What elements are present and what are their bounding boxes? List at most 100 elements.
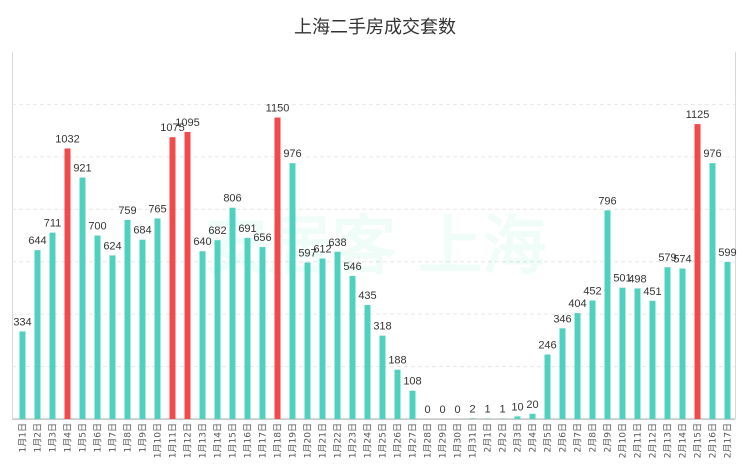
bar — [49, 232, 56, 419]
x-tick-label: 1月21日 — [318, 423, 329, 458]
bar — [244, 237, 251, 419]
x-tick-label: 1月22日 — [333, 423, 344, 458]
data-label: 1150 — [266, 103, 290, 115]
x-tick-label: 2月9日 — [603, 423, 614, 452]
bar — [619, 287, 626, 419]
data-label: 10 — [511, 401, 523, 413]
data-label: 976 — [703, 148, 721, 160]
bar — [649, 300, 656, 419]
x-tick-label: 1月25日 — [378, 423, 389, 458]
x-tick-label: 2月14日 — [678, 423, 689, 458]
data-label: 404 — [568, 298, 586, 310]
x-tick-label: 2月16日 — [708, 423, 719, 458]
data-label: 452 — [583, 286, 601, 298]
bar — [274, 117, 281, 420]
x-tick-label: 1月26日 — [393, 423, 404, 458]
data-label: 0 — [439, 404, 445, 416]
data-label: 700 — [88, 221, 106, 233]
x-tick-label: 2月8日 — [588, 423, 599, 452]
x-tick-label: 1月2日 — [33, 423, 44, 452]
data-label: 691 — [238, 223, 256, 235]
x-tick-label: 2月13日 — [663, 423, 674, 458]
bar — [559, 328, 566, 419]
data-label: 20 — [526, 399, 538, 411]
bar — [409, 390, 416, 419]
bar — [289, 163, 296, 419]
bar — [94, 235, 101, 419]
bar — [259, 247, 266, 419]
x-tick-label: 2月5日 — [543, 423, 554, 452]
data-label: 0 — [454, 404, 460, 416]
data-label: 921 — [73, 163, 91, 175]
x-tick-label: 2月11日 — [633, 423, 644, 458]
bar — [364, 304, 371, 419]
data-label: 574 — [673, 254, 691, 266]
bar — [574, 313, 581, 419]
x-tick-label: 1月6日 — [93, 423, 104, 452]
data-label: 599 — [718, 247, 736, 259]
bar — [19, 331, 26, 419]
data-label: 546 — [343, 261, 361, 273]
data-label: 711 — [44, 218, 62, 230]
bar — [64, 148, 71, 419]
data-label: 1095 — [175, 117, 199, 129]
data-label: 656 — [253, 232, 271, 244]
x-tick-label: 2月17日 — [723, 423, 734, 458]
data-label: 612 — [313, 244, 331, 256]
bar — [184, 131, 191, 420]
x-tick-label: 1月15日 — [228, 423, 239, 458]
bar — [79, 177, 86, 419]
x-tick-label: 1月19日 — [288, 423, 299, 458]
data-label: 435 — [358, 290, 376, 302]
bar — [319, 258, 326, 419]
x-tick-label: 1月18日 — [273, 423, 284, 458]
data-label: 318 — [373, 321, 391, 333]
bar — [604, 210, 611, 419]
x-tick-label: 1月24日 — [363, 423, 374, 458]
data-label: 498 — [628, 273, 646, 285]
bar — [199, 251, 206, 419]
x-tick-label: 2月3日 — [513, 423, 524, 452]
x-tick-label: 1月1日 — [18, 423, 29, 452]
x-tick-label: 1月30日 — [453, 423, 464, 458]
data-label: 640 — [193, 236, 211, 248]
data-label: 188 — [388, 355, 406, 367]
x-tick-label: 1月29日 — [438, 423, 449, 458]
data-label: 597 — [298, 248, 316, 260]
data-label: 806 — [223, 193, 241, 205]
bar — [304, 262, 311, 419]
x-tick-label: 1月7日 — [108, 423, 119, 452]
bar — [709, 163, 716, 419]
data-label: 246 — [538, 340, 556, 352]
data-label: 1075 — [160, 122, 184, 134]
bar — [169, 137, 176, 420]
x-tick-label: 1月14日 — [213, 423, 224, 458]
x-tick-label: 1月3日 — [48, 423, 59, 452]
chart-title: 上海二手房成交套数 — [294, 17, 456, 38]
x-tick-label: 1月5日 — [78, 423, 89, 452]
x-tick-label: 1月31日 — [468, 423, 479, 458]
bar — [724, 261, 731, 419]
x-tick-label: 2月7日 — [573, 423, 584, 452]
bar — [154, 218, 161, 419]
data-label: 638 — [328, 237, 346, 249]
data-label: 108 — [403, 376, 421, 388]
data-label: 976 — [283, 148, 301, 160]
x-tick-label: 1月8日 — [123, 423, 134, 452]
x-tick-label: 1月27日 — [408, 423, 419, 458]
data-label: 684 — [133, 225, 151, 237]
data-label: 501 — [613, 273, 631, 285]
x-tick-label: 2月4日 — [528, 423, 539, 452]
data-label: 579 — [658, 252, 676, 264]
bar — [394, 369, 401, 419]
bar — [229, 207, 236, 419]
x-tick-label: 1月13日 — [198, 423, 209, 458]
bar — [349, 275, 356, 419]
bar — [544, 354, 551, 419]
x-tick-label: 1月9日 — [138, 423, 149, 452]
x-tick-label: 1月11日 — [168, 423, 179, 458]
x-tick-label: 1月28日 — [423, 423, 434, 458]
data-label: 0 — [424, 404, 430, 416]
bar — [124, 220, 131, 419]
